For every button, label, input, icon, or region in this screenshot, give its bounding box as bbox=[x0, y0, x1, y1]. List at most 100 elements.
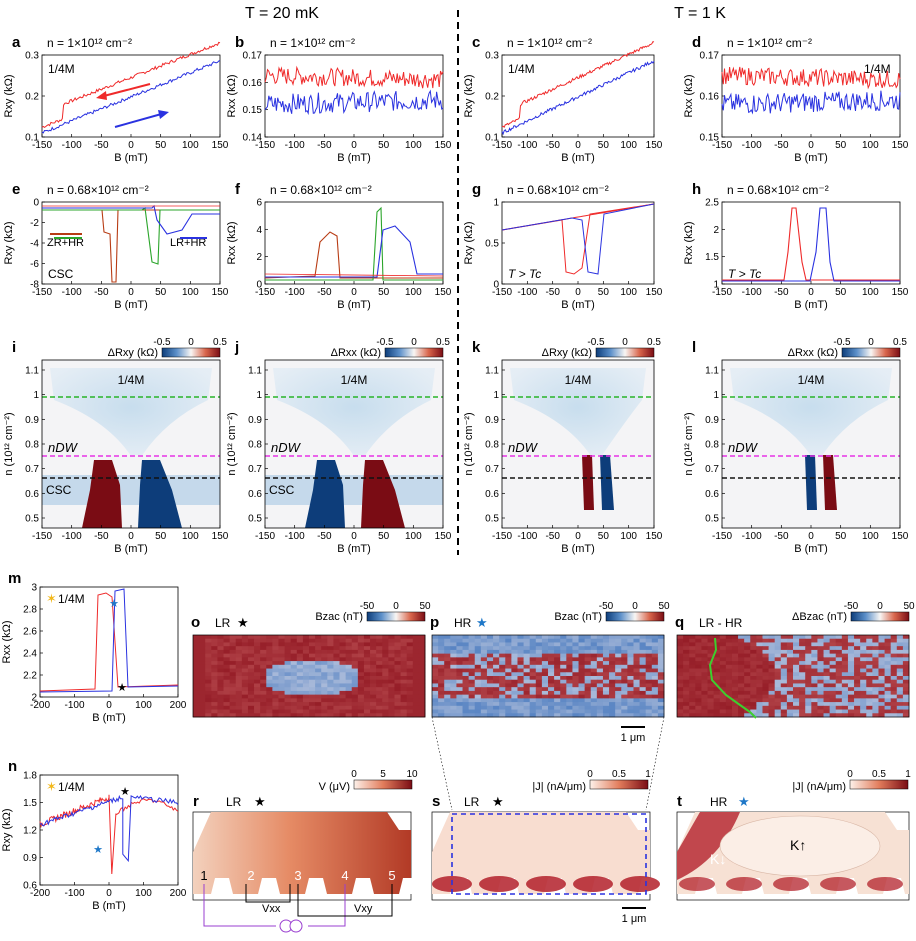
map-q-pixel bbox=[689, 635, 696, 640]
map-o-pixel bbox=[345, 642, 353, 647]
panel-a-xtick-label: 150 bbox=[212, 140, 229, 151]
map-q-pixel bbox=[805, 709, 812, 714]
map-o-pixel bbox=[278, 698, 285, 703]
map-p-pixel bbox=[621, 664, 628, 669]
map-p-pixel bbox=[621, 694, 628, 699]
map-o-pixel bbox=[235, 661, 243, 666]
map-o-pixel bbox=[363, 687, 371, 692]
map-o-pixel bbox=[235, 713, 243, 718]
map-p-pixel bbox=[657, 702, 665, 707]
map-q-pixel bbox=[817, 672, 824, 677]
map-p-pixel bbox=[609, 635, 616, 640]
map-o-pixel bbox=[412, 687, 420, 692]
map-o-pixel bbox=[205, 664, 212, 669]
map-p-pixel bbox=[566, 672, 573, 677]
map-q-pixel bbox=[847, 713, 855, 718]
map-p-pixel bbox=[590, 690, 598, 696]
map-p-pixel bbox=[468, 646, 476, 651]
map-q-pixel bbox=[719, 698, 727, 703]
map-p-pixel bbox=[609, 657, 616, 662]
panel-c-xtick-label: 100 bbox=[620, 140, 637, 151]
map-o-pixel bbox=[211, 649, 218, 655]
map-o-pixel bbox=[284, 668, 292, 673]
map-p-pixel bbox=[602, 687, 610, 692]
map-p-pixel bbox=[456, 713, 463, 718]
panel-c-xtick-label: -100 bbox=[517, 140, 537, 151]
map-p-pixel bbox=[584, 679, 592, 684]
map-p-pixel bbox=[474, 649, 482, 655]
map-p-pixel bbox=[474, 638, 482, 643]
map-o-pixel bbox=[223, 657, 231, 662]
map-p-pixel bbox=[560, 683, 567, 688]
map-o-pixel bbox=[241, 713, 249, 718]
map-o-pixel bbox=[345, 690, 353, 696]
map-p-pixel bbox=[657, 705, 665, 710]
map-q-pixel bbox=[854, 642, 861, 647]
map-p-pixel bbox=[480, 690, 488, 696]
map-o-pixel bbox=[260, 653, 267, 658]
map-q-pixel bbox=[707, 638, 715, 643]
map-o-pixel bbox=[321, 705, 328, 710]
map-p-pixel bbox=[657, 698, 665, 703]
map-q-pixel bbox=[805, 668, 812, 673]
map-o-pixel bbox=[339, 664, 347, 669]
map-o-pixel bbox=[309, 694, 316, 699]
colorbar-tick-p: 50 bbox=[658, 601, 670, 612]
map-q-pixel bbox=[902, 683, 910, 688]
map-o-pixel bbox=[327, 642, 334, 647]
map-p-pixel bbox=[456, 657, 463, 662]
map-o-pixel bbox=[382, 676, 389, 681]
map-p-pixel bbox=[657, 638, 665, 643]
panel-g-xtick-label: 150 bbox=[646, 287, 663, 298]
map-p-pixel bbox=[438, 653, 445, 658]
map-q-pixel bbox=[756, 668, 763, 673]
map-q-pixel bbox=[884, 709, 892, 714]
map-p-pixel bbox=[566, 709, 573, 714]
map-q-pixel bbox=[786, 661, 794, 666]
map-q-pixel bbox=[786, 694, 794, 699]
map-o-pixel bbox=[315, 676, 322, 681]
map-p-pixel bbox=[615, 709, 622, 714]
sweep-arrow-up bbox=[114, 112, 166, 128]
map-p-pixel bbox=[541, 694, 549, 699]
map-o-pixel bbox=[388, 668, 395, 673]
map-o-pixel bbox=[223, 683, 231, 688]
map-o-pixel bbox=[241, 702, 249, 707]
map-p-pixel bbox=[572, 635, 579, 640]
map-o-pixel bbox=[272, 664, 279, 669]
map-p-pixel bbox=[621, 690, 628, 696]
map-q-pixel bbox=[847, 642, 855, 647]
map-q-pixel bbox=[744, 683, 751, 688]
map-p-pixel bbox=[578, 672, 586, 677]
map-o-pixel bbox=[284, 679, 292, 684]
map-o-pixel bbox=[388, 661, 395, 666]
map-p-pixel bbox=[602, 649, 610, 655]
panel-h-xtick-label: 50 bbox=[835, 287, 847, 298]
map-k-ytick-label: 1 bbox=[493, 390, 499, 401]
map-p-pixel bbox=[560, 687, 567, 692]
map-q-pixel bbox=[811, 694, 818, 699]
map-p-pixel bbox=[474, 668, 482, 673]
curve-blue-b bbox=[264, 89, 444, 116]
map-p-pixel bbox=[554, 683, 561, 688]
map-q-pixel bbox=[829, 653, 837, 658]
map-p-pixel bbox=[609, 668, 616, 673]
map-p-pixel bbox=[627, 713, 634, 718]
map-o-pixel bbox=[333, 705, 340, 710]
map-o-pixel bbox=[272, 649, 279, 655]
map-p-pixel bbox=[584, 713, 592, 718]
map-q-pixel bbox=[786, 687, 794, 692]
map-q-pixel bbox=[896, 668, 904, 673]
map-q-pixel bbox=[786, 698, 794, 703]
map-q-pixel bbox=[677, 646, 684, 651]
curve-brown-e bbox=[42, 209, 220, 283]
map-q-pixel bbox=[884, 668, 892, 673]
map-o-pixel bbox=[382, 649, 389, 655]
map-o-pixel bbox=[302, 668, 310, 673]
map-o-pixel bbox=[418, 687, 426, 692]
map-o-pixel bbox=[211, 661, 218, 666]
phase-label-c: 1/4M bbox=[508, 62, 535, 76]
map-q-pixel bbox=[695, 705, 702, 710]
map-q-pixel bbox=[854, 661, 861, 666]
map-o-pixel bbox=[272, 679, 279, 684]
